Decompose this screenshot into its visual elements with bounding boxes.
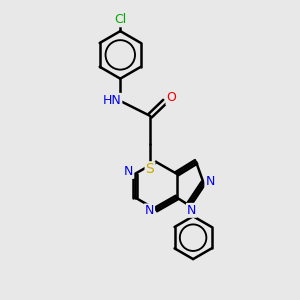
Text: N: N	[145, 204, 154, 218]
Text: N: N	[187, 204, 196, 217]
Text: N: N	[124, 165, 133, 178]
Text: N: N	[206, 175, 215, 188]
Text: HN: HN	[103, 94, 121, 107]
Text: Cl: Cl	[114, 13, 126, 26]
Text: S: S	[146, 162, 154, 176]
Text: O: O	[167, 92, 176, 104]
